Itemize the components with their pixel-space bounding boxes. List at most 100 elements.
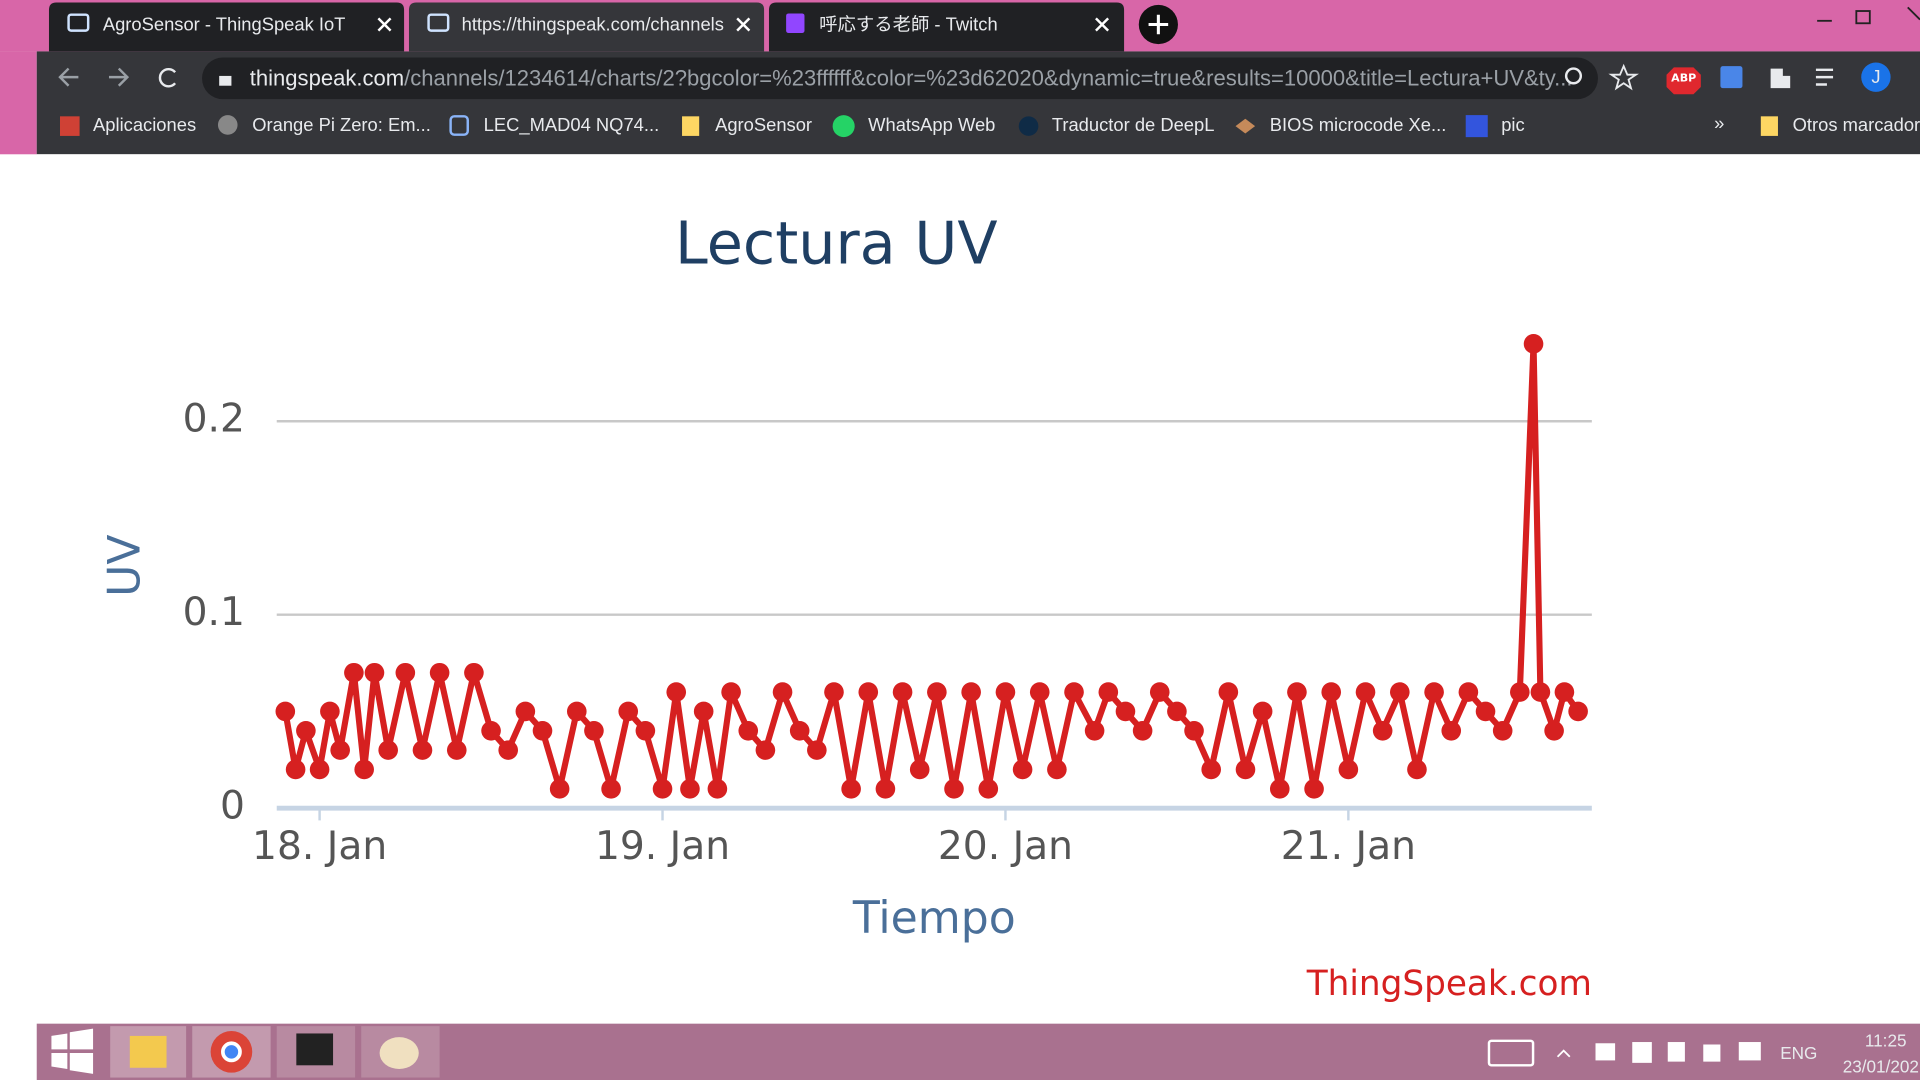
y-tick-label: 0 <box>220 784 245 829</box>
paint-icon <box>379 1037 419 1069</box>
credit[interactable]: ThingSpeak.com <box>1306 964 1592 1004</box>
translate-icon[interactable] <box>1720 66 1743 89</box>
apps-icon <box>60 116 80 136</box>
tray-icon[interactable] <box>1595 1043 1616 1061</box>
abp-icon[interactable] <box>1666 67 1701 95</box>
bookmark[interactable]: AgroSensor <box>715 114 812 135</box>
tab-close[interactable] <box>1095 17 1110 32</box>
bookmark[interactable]: Orange Pi Zero: Em... <box>252 114 431 135</box>
data-point <box>755 740 776 760</box>
tab-title: AgroSensor - ThingSpeak IoT <box>103 14 346 35</box>
other-bookmarks[interactable]: Otros marcador <box>1793 114 1920 135</box>
data-point <box>1012 759 1033 780</box>
data-point <box>378 740 398 760</box>
clock-time[interactable]: 11:25 <box>1865 1031 1907 1051</box>
data-point <box>1218 682 1239 702</box>
data-point <box>772 682 793 702</box>
data-point <box>909 759 930 780</box>
tab-bg <box>768 2 1125 52</box>
folder-icon <box>1760 116 1778 136</box>
tab-title: https://thingspeak.com/channels <box>462 14 724 35</box>
data-point <box>1167 701 1187 722</box>
zoom-icon[interactable] <box>1564 67 1583 85</box>
data-point <box>666 682 687 702</box>
data-point <box>635 720 656 741</box>
terminal-icon <box>296 1033 334 1066</box>
data-point <box>1098 682 1119 702</box>
tray-icon[interactable] <box>1667 1042 1685 1062</box>
back[interactable] <box>58 67 79 87</box>
data-point <box>944 779 964 799</box>
data-point <box>807 740 827 760</box>
tab[interactable]: https://thingspeak.com/channels <box>408 2 765 52</box>
abp-label: ABP <box>1671 71 1696 84</box>
data-point <box>464 662 484 683</box>
data-point <box>995 682 1016 702</box>
data-point <box>1029 682 1050 702</box>
tab-icon <box>67 13 90 32</box>
y-tick-label: 0.2 <box>183 397 245 442</box>
data-point <box>1201 759 1221 780</box>
media-icon[interactable] <box>1815 68 1834 86</box>
tab[interactable]: AgroSensor - ThingSpeak IoT <box>48 2 405 52</box>
data-point <box>824 682 844 702</box>
keyboard-icon[interactable] <box>1487 1039 1535 1067</box>
data-point <box>1252 701 1273 722</box>
data-point <box>1184 720 1204 741</box>
data-point <box>1544 720 1564 741</box>
start-button[interactable] <box>51 1028 94 1074</box>
data-point <box>652 779 673 799</box>
data-point <box>296 720 316 741</box>
data-point <box>1441 720 1462 741</box>
forward[interactable] <box>108 67 130 87</box>
tray-icon[interactable] <box>1703 1044 1721 1062</box>
data-point <box>395 662 416 683</box>
bookmark[interactable]: BIOS microcode Xe... <box>1270 114 1447 135</box>
y-tick-label: 0.1 <box>183 590 245 635</box>
data-point <box>532 720 553 741</box>
tab-close[interactable] <box>736 17 751 32</box>
tab[interactable]: 呼応する老師 - Twitch <box>768 2 1125 52</box>
data-point <box>875 779 896 799</box>
data-point <box>1568 701 1588 722</box>
data-point <box>429 662 450 683</box>
data-point <box>927 682 947 702</box>
data-point <box>1530 682 1551 702</box>
data-point <box>515 701 536 722</box>
data-point <box>1523 334 1544 354</box>
profile[interactable] <box>1861 62 1891 92</box>
x-axis-label: Tiempo <box>852 893 1016 944</box>
extensions-icon[interactable] <box>1770 68 1791 89</box>
bookmarks-overflow[interactable]: » <box>1714 113 1724 134</box>
data-point <box>330 740 350 760</box>
chart-title: Lectura UV <box>675 208 998 277</box>
bookmark[interactable]: Traductor de DeepL <box>1052 114 1215 135</box>
tray-icon[interactable] <box>1738 1042 1761 1061</box>
bookmark-icon <box>217 115 238 135</box>
tray-expand[interactable] <box>1556 1049 1571 1058</box>
address-bar[interactable] <box>202 57 1598 100</box>
bookmark-star[interactable] <box>1608 63 1639 91</box>
x-tick-label: 20. Jan <box>938 824 1073 869</box>
x-tick-label: 18. Jan <box>252 824 387 869</box>
clock-date[interactable]: 23/01/202 <box>1843 1056 1919 1076</box>
reload[interactable] <box>158 67 177 88</box>
tab-close[interactable] <box>377 17 392 32</box>
page <box>36 154 1920 1024</box>
close-window[interactable] <box>1907 6 1920 21</box>
data-point <box>1372 720 1393 741</box>
data-point <box>344 662 364 683</box>
data-point <box>680 779 700 799</box>
tray-icon[interactable] <box>1632 1042 1652 1063</box>
bookmark[interactable]: WhatsApp Web <box>868 114 995 135</box>
data-point <box>1554 682 1575 702</box>
maximize[interactable] <box>1855 10 1871 25</box>
bookmark[interactable]: LEC_MAD04 NQ74... <box>484 114 660 136</box>
data-point <box>1492 720 1513 741</box>
language[interactable]: ENG <box>1780 1043 1817 1063</box>
bookmark[interactable]: Aplicaciones <box>93 114 196 135</box>
data-point <box>1269 779 1290 799</box>
chrome-icon-center <box>221 1041 242 1063</box>
bookmark[interactable]: pic <box>1501 114 1524 135</box>
data-point <box>481 720 501 741</box>
